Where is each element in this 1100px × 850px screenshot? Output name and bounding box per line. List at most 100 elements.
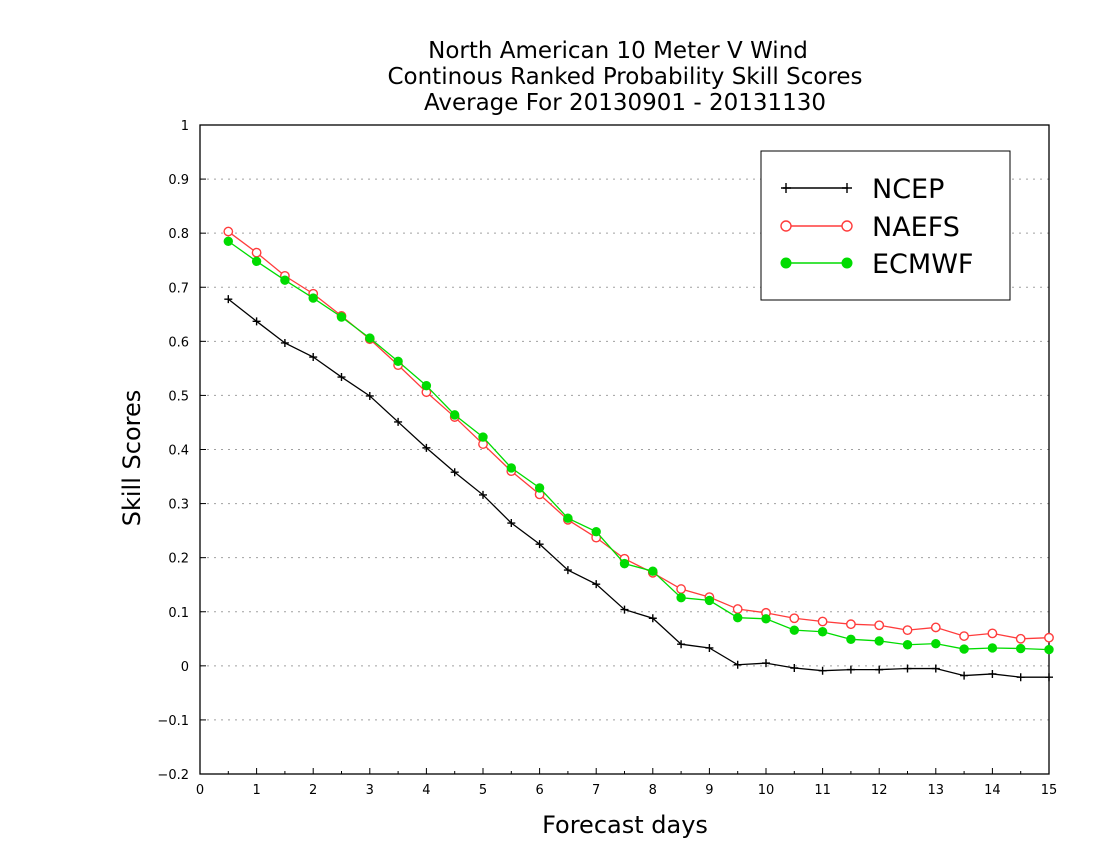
legend-label: NCEP xyxy=(872,174,944,205)
data-point xyxy=(478,432,488,442)
y-tick-label: −0.1 xyxy=(157,714,189,729)
data-point xyxy=(1044,644,1054,655)
y-tick-label: 0.4 xyxy=(168,444,189,459)
chart-title-line-1: North American 10 Meter V Wind xyxy=(428,38,808,64)
legend-label: NAEFS xyxy=(872,212,960,243)
data-point xyxy=(620,605,629,614)
data-point xyxy=(535,540,544,549)
data-point xyxy=(224,295,233,304)
series-line xyxy=(227,240,1050,651)
data-point xyxy=(987,643,998,653)
data-point xyxy=(789,613,800,624)
data-point xyxy=(1015,633,1026,644)
data-point xyxy=(761,614,771,624)
data-point xyxy=(875,665,884,674)
data-point xyxy=(337,373,346,382)
data-point xyxy=(959,631,969,641)
y-tick-label: 1 xyxy=(181,119,189,134)
data-point xyxy=(677,640,686,649)
data-point xyxy=(280,338,289,347)
y-axis-ticks: −0.2 −0.1 0 0.1 0.2 0.3 0.4 0.5 0.6 0.7 0.8 0.9 1 xyxy=(157,119,206,783)
y-tick-label: −0.2 xyxy=(157,768,189,783)
y-tick-label: 0.2 xyxy=(168,552,189,567)
data-point xyxy=(790,663,799,672)
data-point xyxy=(450,468,459,477)
data-point xyxy=(733,660,742,669)
x-tick-label: 8 xyxy=(649,783,657,798)
data-point xyxy=(762,659,770,668)
x-axis-label: Forecast days xyxy=(542,811,708,839)
legend-marker xyxy=(781,183,791,193)
y-tick-label: 0.5 xyxy=(168,389,189,404)
data-point xyxy=(874,636,884,646)
legend-label: ECMWF xyxy=(872,249,973,280)
data-point xyxy=(874,620,885,631)
legend-item-naefs: NAEFS xyxy=(780,212,960,243)
data-point xyxy=(563,566,572,575)
data-point xyxy=(506,463,516,473)
x-tick-label: 7 xyxy=(592,783,600,798)
data-point xyxy=(817,616,828,627)
x-tick-label: 0 xyxy=(196,783,204,798)
data-point xyxy=(394,417,403,426)
data-point xyxy=(789,625,799,635)
x-tick-label: 14 xyxy=(984,783,1001,798)
x-tick-label: 11 xyxy=(814,783,831,798)
x-tick-label: 4 xyxy=(422,783,430,798)
data-point xyxy=(336,312,347,322)
data-point xyxy=(931,638,941,649)
data-point xyxy=(733,612,743,623)
data-point xyxy=(507,519,516,528)
series-line xyxy=(227,298,1049,678)
x-tick-label: 12 xyxy=(871,783,888,798)
legend-marker xyxy=(780,220,792,232)
data-point xyxy=(534,483,545,493)
data-point xyxy=(817,627,828,637)
data-point xyxy=(479,490,487,499)
x-tick-label: 6 xyxy=(535,783,543,798)
data-point xyxy=(422,443,431,452)
data-point xyxy=(393,356,403,367)
y-tick-label: 0.9 xyxy=(168,173,189,188)
y-tick-label: 0.6 xyxy=(168,335,189,350)
series-naefs xyxy=(223,226,1054,644)
y-tick-label: 0 xyxy=(181,660,189,675)
x-axis-ticks: 0 1 2 3 4 5 6 7 8 9 10 11 12 13 14 15 xyxy=(196,768,1057,798)
data-point xyxy=(252,317,261,326)
data-point xyxy=(676,592,686,603)
x-tick-label: 15 xyxy=(1041,783,1058,798)
data-point xyxy=(308,293,318,303)
data-point xyxy=(1016,643,1026,654)
chart-title: North American 10 Meter V Wind Continous… xyxy=(387,38,862,116)
data-point xyxy=(591,527,601,537)
chart-title-line-3: Average For 20130901 - 20131130 xyxy=(424,90,826,116)
x-tick-label: 3 xyxy=(366,783,374,798)
data-point xyxy=(846,634,856,645)
data-point xyxy=(365,391,374,400)
data-point xyxy=(930,622,941,633)
data-point xyxy=(592,580,601,589)
data-point xyxy=(818,666,827,675)
data-point xyxy=(450,410,460,420)
data-point xyxy=(1044,632,1054,643)
data-point xyxy=(960,671,969,680)
legend: NCEP NAEFS ECMWF xyxy=(760,150,1011,301)
data-point xyxy=(223,226,234,237)
data-point xyxy=(648,614,657,623)
x-tick-label: 13 xyxy=(928,783,945,798)
series-ncep xyxy=(224,295,1053,682)
data-point xyxy=(223,236,234,246)
data-point xyxy=(959,644,969,654)
y-tick-label: 0.7 xyxy=(168,281,189,296)
y-tick-label: 0.8 xyxy=(168,227,189,242)
data-point xyxy=(705,643,714,652)
x-tick-label: 10 xyxy=(758,783,775,798)
data-point xyxy=(648,566,658,576)
data-point xyxy=(251,247,262,258)
chart-title-line-2: Continous Ranked Probability Skill Score… xyxy=(387,64,862,90)
legend-marker xyxy=(841,257,853,269)
data-point xyxy=(1016,673,1025,682)
data-point xyxy=(251,256,262,266)
data-point xyxy=(732,604,743,614)
data-point xyxy=(704,595,715,606)
